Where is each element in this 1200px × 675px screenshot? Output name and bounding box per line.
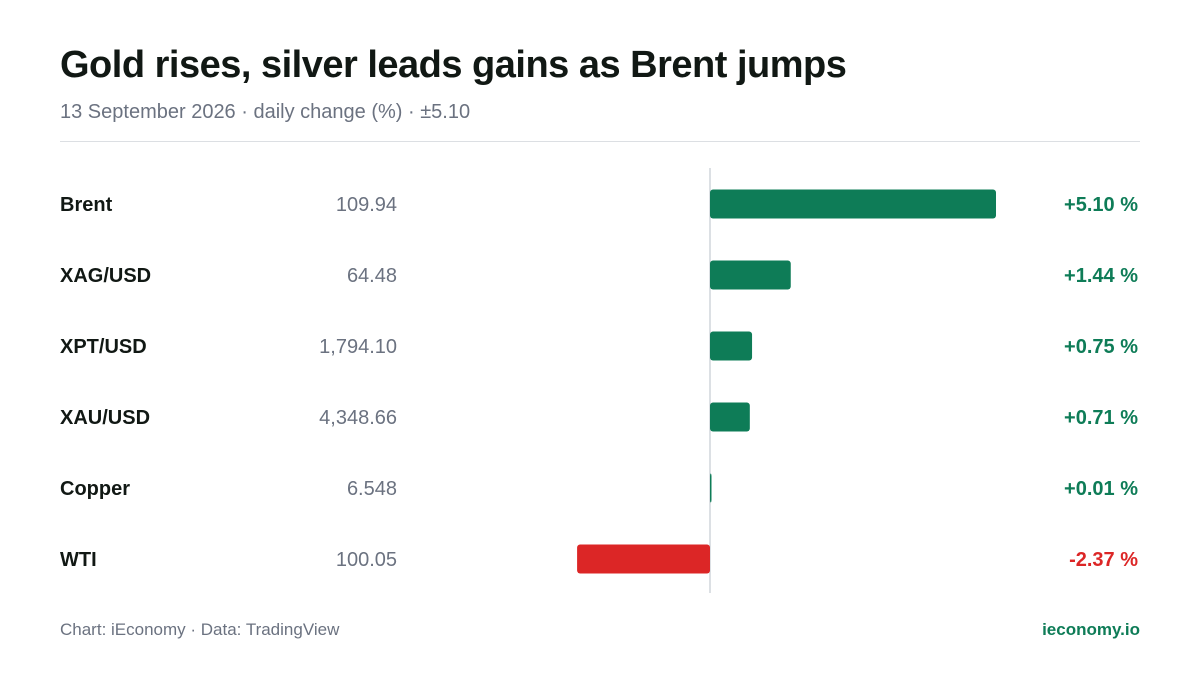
bar xyxy=(577,544,710,574)
bar xyxy=(710,473,712,503)
change-label: +0.71 % xyxy=(1064,407,1138,429)
price-value: 1,794.10 xyxy=(319,336,397,358)
source-credit: Chart: iEconomy · Data: TradingView xyxy=(60,620,340,639)
change-label: +5.10 % xyxy=(1064,194,1138,216)
brand-link[interactable]: ieconomy.io xyxy=(1042,620,1140,639)
price-value: 6.548 xyxy=(347,478,397,500)
price-value: 109.94 xyxy=(336,194,397,216)
price-value: 64.48 xyxy=(347,265,397,287)
category-label: XPT/USD xyxy=(60,336,147,358)
change-label: +0.75 % xyxy=(1064,336,1138,358)
price-value: 100.05 xyxy=(336,549,397,571)
chart-title: Gold rises, silver leads gains as Brent … xyxy=(60,44,847,86)
change-label: -2.37 % xyxy=(1069,549,1138,571)
bar xyxy=(710,189,996,219)
category-label: XAU/USD xyxy=(60,407,150,429)
bar-chart: Brent 109.94 +5.10 % XAG/USD 64.48 +1.44 % XPT… xyxy=(60,168,1138,593)
change-label: +1.44 % xyxy=(1064,265,1138,287)
bar xyxy=(710,260,791,290)
change-label: +0.01 % xyxy=(1064,478,1138,500)
category-label: Copper xyxy=(60,478,130,500)
bar xyxy=(710,402,750,432)
price-value: 4,348.66 xyxy=(319,407,397,429)
chart-subtitle: 13 September 2026 · daily change (%) · ±… xyxy=(60,101,471,123)
category-label: WTI xyxy=(60,549,97,571)
bar xyxy=(710,331,753,361)
category-label: XAG/USD xyxy=(60,265,151,287)
header-divider xyxy=(60,141,1140,142)
category-label: Brent xyxy=(60,194,113,216)
